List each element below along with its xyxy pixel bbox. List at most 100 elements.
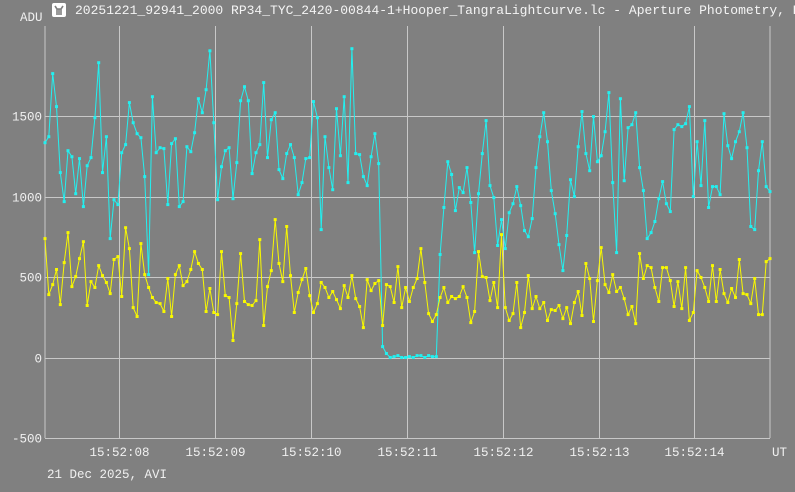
data-point-comparison: [500, 233, 503, 237]
data-point-comparison: [58, 303, 62, 307]
data-point-comparison: [396, 265, 400, 269]
data-point-target: [707, 206, 711, 209]
data-point-comparison: [599, 246, 603, 250]
data-point-target: [500, 218, 503, 222]
data-point-comparison: [676, 280, 680, 284]
data-point-target: [243, 85, 246, 89]
data-point-comparison: [235, 302, 239, 306]
data-point-target: [588, 169, 592, 173]
data-point-comparison: [292, 311, 296, 314]
data-point-target: [664, 202, 668, 206]
data-point-comparison: [695, 269, 699, 273]
data-point-target: [430, 355, 434, 359]
data-point-target: [526, 235, 530, 239]
data-point-target: [269, 118, 273, 122]
data-point-target: [676, 123, 680, 127]
data-point-target: [457, 186, 461, 190]
data-point-target: [442, 206, 446, 209]
data-point-target: [611, 181, 615, 185]
data-point-target: [407, 355, 411, 359]
data-point-target: [143, 175, 147, 179]
data-point-target: [745, 146, 749, 150]
data-point-target: [55, 105, 58, 109]
data-point-target: [112, 198, 116, 202]
y-tick-label: 1500: [12, 111, 42, 125]
data-point-target: [231, 197, 235, 201]
data-point-comparison: [438, 296, 442, 299]
data-point-target: [645, 237, 649, 241]
data-point-target: [768, 190, 772, 194]
data-point-target: [335, 107, 338, 111]
data-point-comparison: [323, 286, 327, 289]
data-point-target: [480, 152, 484, 156]
data-point-target: [687, 105, 691, 109]
data-point-comparison: [342, 284, 346, 288]
data-point-target: [718, 193, 722, 197]
data-point-comparison: [588, 277, 592, 280]
data-point-target: [557, 243, 561, 247]
data-point-comparison: [250, 304, 254, 307]
data-point-comparison: [484, 276, 488, 279]
app-icon: [52, 3, 66, 17]
data-point-target: [85, 164, 89, 168]
data-point-comparison: [446, 301, 450, 304]
data-point-comparison: [427, 312, 431, 316]
data-point-target: [492, 196, 496, 200]
data-point-target: [93, 116, 97, 120]
data-point-target: [530, 217, 534, 221]
data-point-comparison: [120, 295, 124, 298]
data-point-target: [346, 181, 350, 185]
data-point-target: [477, 192, 480, 196]
data-point-comparison: [335, 298, 338, 302]
data-point-comparison: [81, 240, 85, 244]
data-point-target: [147, 273, 151, 277]
data-point-target: [124, 143, 128, 147]
data-point-comparison: [515, 281, 519, 284]
data-point-target: [327, 166, 331, 170]
data-point-target: [661, 180, 665, 184]
data-point-comparison: [553, 309, 557, 312]
data-point-target: [315, 116, 319, 120]
data-point-comparison: [315, 302, 319, 306]
data-point-comparison: [730, 287, 734, 290]
data-point-comparison: [124, 226, 128, 230]
data-point-comparison: [296, 291, 300, 294]
data-point-comparison: [707, 300, 711, 303]
x-tick-label: 15:52:13: [569, 446, 629, 460]
data-point-target: [641, 189, 645, 193]
data-point-comparison: [718, 268, 722, 271]
data-point-comparison: [703, 286, 707, 289]
data-point-target: [296, 193, 300, 197]
data-point-comparison: [127, 247, 131, 251]
data-point-target: [381, 345, 385, 349]
x-tick-label: 15:52:11: [377, 446, 437, 460]
data-point-target: [304, 157, 308, 161]
data-point-comparison: [465, 296, 469, 299]
y-axis-label: ADU: [20, 11, 43, 25]
data-point-comparison: [135, 315, 139, 318]
data-point-comparison: [93, 286, 97, 289]
data-point-target: [657, 197, 661, 201]
data-point-comparison: [511, 312, 515, 316]
data-point-comparison: [377, 279, 381, 283]
data-point-comparison: [699, 276, 703, 279]
data-point-target: [760, 140, 764, 144]
data-point-comparison: [423, 281, 427, 284]
data-point-target: [262, 81, 266, 85]
data-point-target: [292, 156, 296, 160]
x-tick-label: 15:52:12: [473, 446, 533, 460]
data-point-target: [453, 209, 457, 213]
data-point-target: [120, 151, 124, 155]
data-point-comparison: [737, 258, 741, 261]
data-point-comparison: [757, 313, 760, 317]
data-point-comparison: [43, 237, 47, 241]
data-point-comparison: [745, 293, 749, 297]
data-point-target: [618, 97, 622, 101]
data-point-target: [549, 189, 553, 193]
data-point-target: [162, 147, 166, 151]
data-point-target: [576, 145, 580, 149]
y-tick-label: 500: [19, 272, 42, 286]
data-point-comparison: [549, 308, 553, 312]
x-tick-label: 15:52:08: [89, 446, 149, 460]
data-point-comparison: [457, 295, 461, 298]
